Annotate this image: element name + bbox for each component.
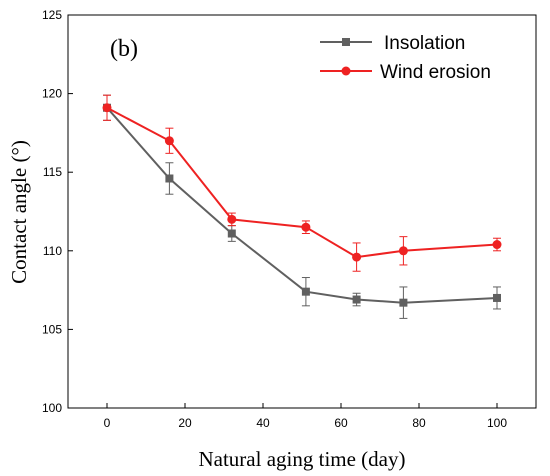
series-layer (102, 94, 502, 319)
y-tick-label: 100 (42, 401, 62, 415)
data-point-wind-erosion (102, 103, 112, 113)
data-point-wind-erosion (301, 222, 311, 232)
x-tick-label: 80 (412, 416, 426, 430)
legend: Insolation Wind erosion (320, 33, 491, 83)
y-tick-label: 125 (42, 8, 62, 22)
legend-label-wind-erosion: Wind erosion (380, 62, 491, 83)
y-axis: 100 105 110 115 120 125 (42, 8, 73, 415)
data-point-wind-erosion (398, 246, 408, 256)
legend-marker-insolation (342, 38, 350, 46)
x-tick-label: 40 (256, 416, 270, 430)
x-tick-label: 60 (334, 416, 348, 430)
data-point-wind-erosion (164, 136, 174, 146)
x-axis: 0 20 40 60 80 100 (104, 403, 507, 430)
data-point-insolation (227, 229, 236, 238)
data-point-wind-erosion (227, 214, 237, 224)
x-axis-title: Natural aging time (day) (198, 447, 405, 471)
data-point-insolation (165, 174, 174, 183)
legend-marker-wind-erosion (341, 66, 351, 76)
data-point-wind-erosion (492, 240, 502, 250)
panel-label: (b) (110, 36, 138, 62)
data-point-insolation (352, 295, 361, 304)
y-tick-label: 120 (42, 87, 62, 101)
data-point-wind-erosion (352, 252, 362, 262)
x-tick-label: 0 (104, 416, 111, 430)
series-line-insolation (106, 107, 498, 304)
y-tick-label: 115 (43, 165, 62, 179)
y-tick-label: 110 (43, 244, 62, 258)
x-tick-label: 100 (487, 416, 507, 430)
data-point-insolation (399, 298, 408, 307)
y-axis-title: Contact angle (°) (7, 140, 31, 284)
plot-frame (67, 14, 537, 409)
y-tick-label: 105 (42, 322, 62, 336)
data-point-insolation (493, 293, 501, 302)
data-point-insolation (301, 287, 310, 296)
legend-label-insolation: Insolation (384, 33, 465, 54)
x-tick-label: 20 (178, 416, 192, 430)
